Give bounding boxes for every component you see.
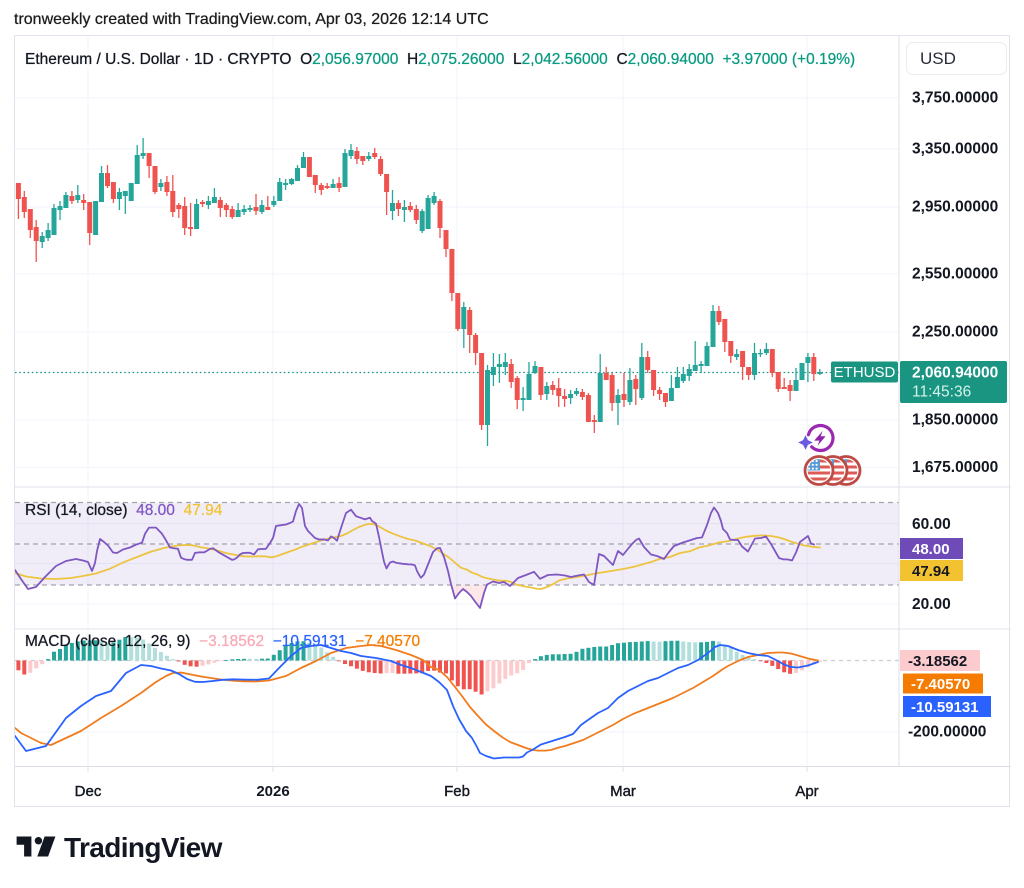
svg-text:2,060.94000: 2,060.94000 bbox=[912, 365, 998, 382]
svg-text:3,350.00000: 3,350.00000 bbox=[912, 141, 998, 158]
svg-text:Dec: Dec bbox=[75, 783, 102, 800]
svg-text:20.00: 20.00 bbox=[912, 596, 951, 613]
svg-text:Apr: Apr bbox=[795, 783, 818, 800]
svg-text:11:45:36: 11:45:36 bbox=[912, 384, 971, 401]
svg-text:-10.59131: -10.59131 bbox=[911, 699, 979, 716]
svg-text:-200.00000: -200.00000 bbox=[908, 724, 986, 741]
svg-text:2026: 2026 bbox=[256, 783, 289, 800]
svg-text:2,550.00000: 2,550.00000 bbox=[912, 266, 998, 283]
svg-text:60.00: 60.00 bbox=[912, 516, 951, 533]
svg-text:-7.40570: -7.40570 bbox=[911, 676, 970, 693]
svg-text:1,850.00000: 1,850.00000 bbox=[912, 412, 998, 429]
svg-text:Feb: Feb bbox=[444, 783, 470, 800]
svg-text:Mar: Mar bbox=[610, 783, 636, 800]
svg-text:2,950.00000: 2,950.00000 bbox=[912, 199, 998, 216]
svg-text:ETHUSD: ETHUSD bbox=[834, 364, 896, 381]
svg-text:48.00: 48.00 bbox=[912, 541, 950, 558]
svg-text:1,675.00000: 1,675.00000 bbox=[912, 459, 998, 476]
svg-text:3,750.00000: 3,750.00000 bbox=[912, 90, 998, 107]
svg-text:-3.18562: -3.18562 bbox=[908, 653, 967, 670]
svg-text:47.94: 47.94 bbox=[912, 563, 950, 580]
svg-text:2,250.00000: 2,250.00000 bbox=[912, 324, 998, 341]
